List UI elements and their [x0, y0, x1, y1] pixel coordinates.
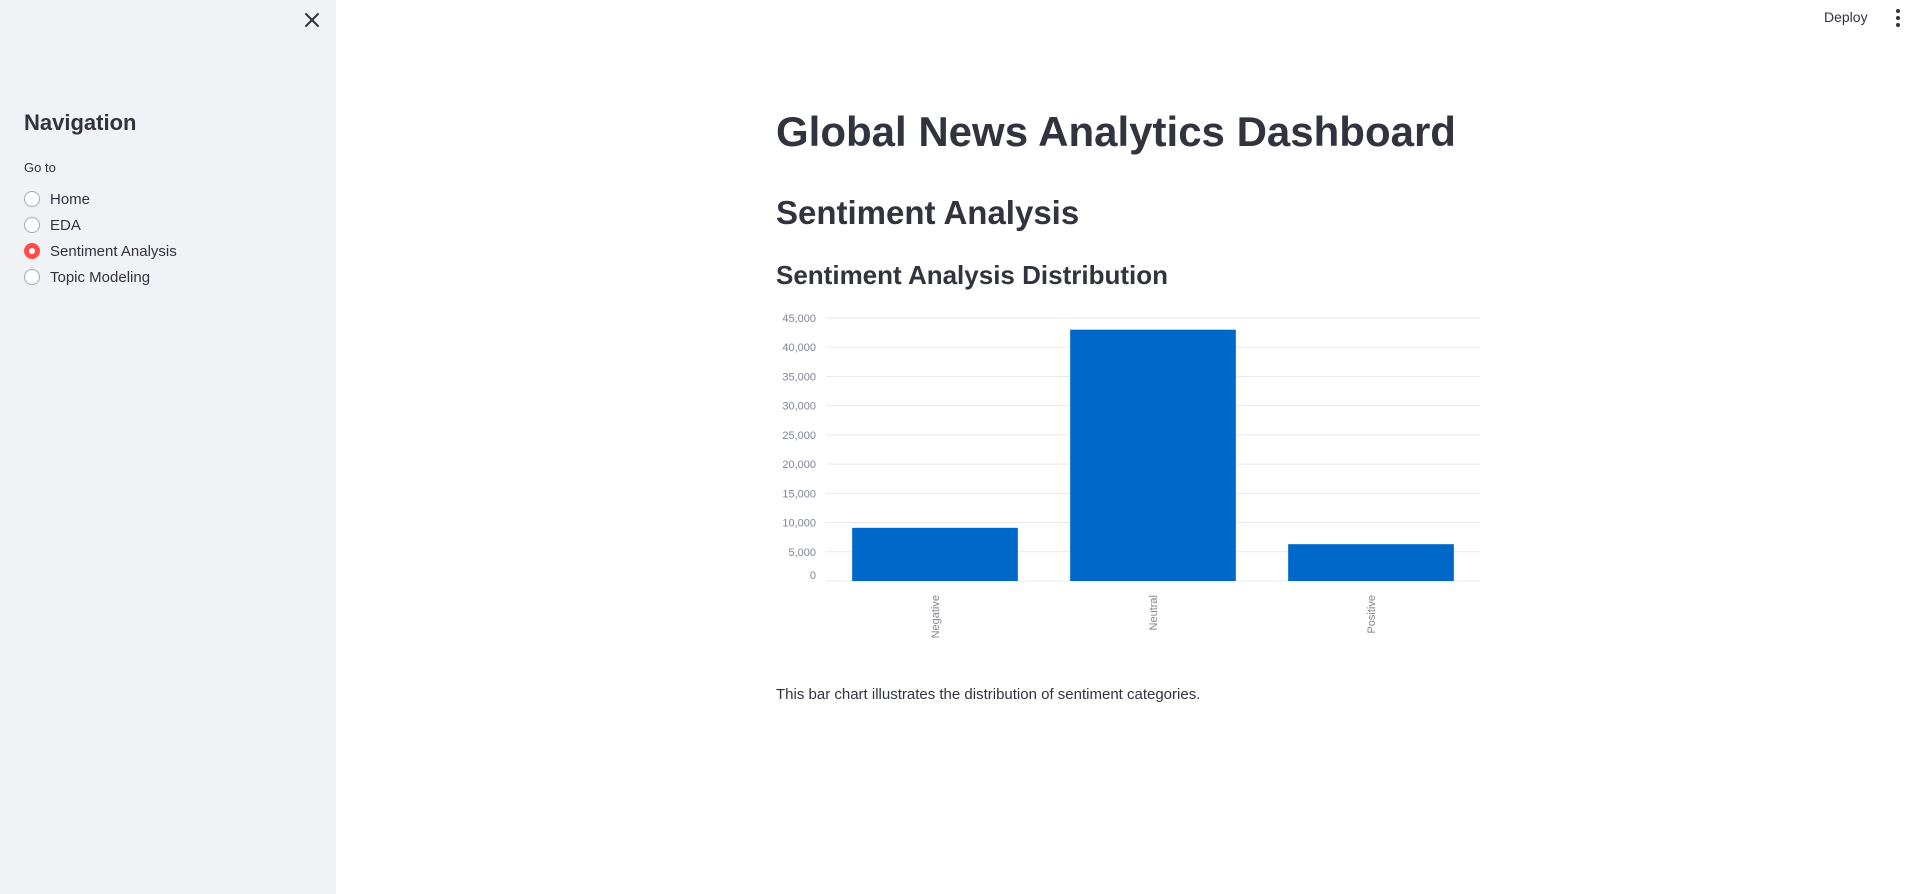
- bar-negative[interactable]: [852, 527, 1018, 581]
- radio-button-selected[interactable]: [24, 243, 40, 259]
- chart-caption: This bar chart illustrates the distribut…: [776, 686, 1201, 703]
- y-tick-label: 40,000: [782, 342, 816, 354]
- radio-button[interactable]: [24, 269, 40, 285]
- y-tick-label: 25,000: [782, 430, 816, 442]
- menu-dot: [1896, 23, 1900, 27]
- y-tick-label: 5,000: [788, 547, 816, 559]
- bar-neutral[interactable]: [1070, 329, 1236, 581]
- x-tick-label: Negative: [930, 595, 942, 638]
- radio-option-topic-modeling[interactable]: Topic Modeling: [24, 264, 177, 290]
- menu-dot: [1896, 16, 1900, 20]
- y-tick-label: 20,000: [782, 459, 816, 471]
- bar-chart-svg: 0 5,000 10,000 15,000 20,000 25,000 30,000 35,0…: [782, 313, 1480, 638]
- radio-button[interactable]: [24, 191, 40, 207]
- sidebar-title: Navigation: [24, 110, 137, 135]
- x-tick-label: Neutral: [1148, 595, 1160, 630]
- menu-dot: [1896, 9, 1900, 13]
- radio-option-label: Sentiment Analysis: [50, 242, 177, 260]
- close-sidebar-button[interactable]: [300, 8, 324, 32]
- y-tick-label: 35,000: [782, 371, 816, 383]
- chart-subheader: Sentiment Analysis Distribution: [776, 260, 1168, 290]
- radio-option-eda[interactable]: EDA: [24, 212, 177, 238]
- bar-chart: 0 5,000 10,000 15,000 20,000 25,000 30,000 35,0…: [770, 306, 1490, 646]
- radio-group-label: Go to: [24, 160, 56, 175]
- y-tick-label: 45,000: [782, 313, 816, 325]
- radio-option-label: EDA: [50, 216, 81, 234]
- sidebar: Navigation Go to Home EDA Sentiment Anal…: [0, 0, 336, 894]
- radio-option-home[interactable]: Home: [24, 186, 177, 212]
- kebab-menu-icon[interactable]: [1888, 6, 1908, 30]
- bar-positive[interactable]: [1288, 544, 1454, 581]
- radio-option-sentiment-analysis[interactable]: Sentiment Analysis: [24, 238, 177, 264]
- y-tick-label: 15,000: [782, 488, 816, 500]
- section-title: Sentiment Analysis: [776, 194, 1080, 231]
- deploy-button[interactable]: Deploy: [1824, 9, 1868, 25]
- close-icon: [305, 13, 319, 27]
- radio-option-label: Home: [50, 190, 91, 208]
- page-title: Global News Analytics Dashboard: [776, 108, 1456, 155]
- y-tick-label: 30,000: [782, 401, 816, 413]
- navigation-radio-group: Home EDA Sentiment Analysis Topic Modeli…: [24, 186, 177, 290]
- x-tick-label: Positive: [1366, 595, 1378, 634]
- radio-button[interactable]: [24, 217, 40, 233]
- y-tick-label: 10,000: [782, 518, 816, 530]
- y-tick-label: 0: [810, 570, 816, 582]
- radio-option-label: Topic Modeling: [50, 268, 151, 286]
